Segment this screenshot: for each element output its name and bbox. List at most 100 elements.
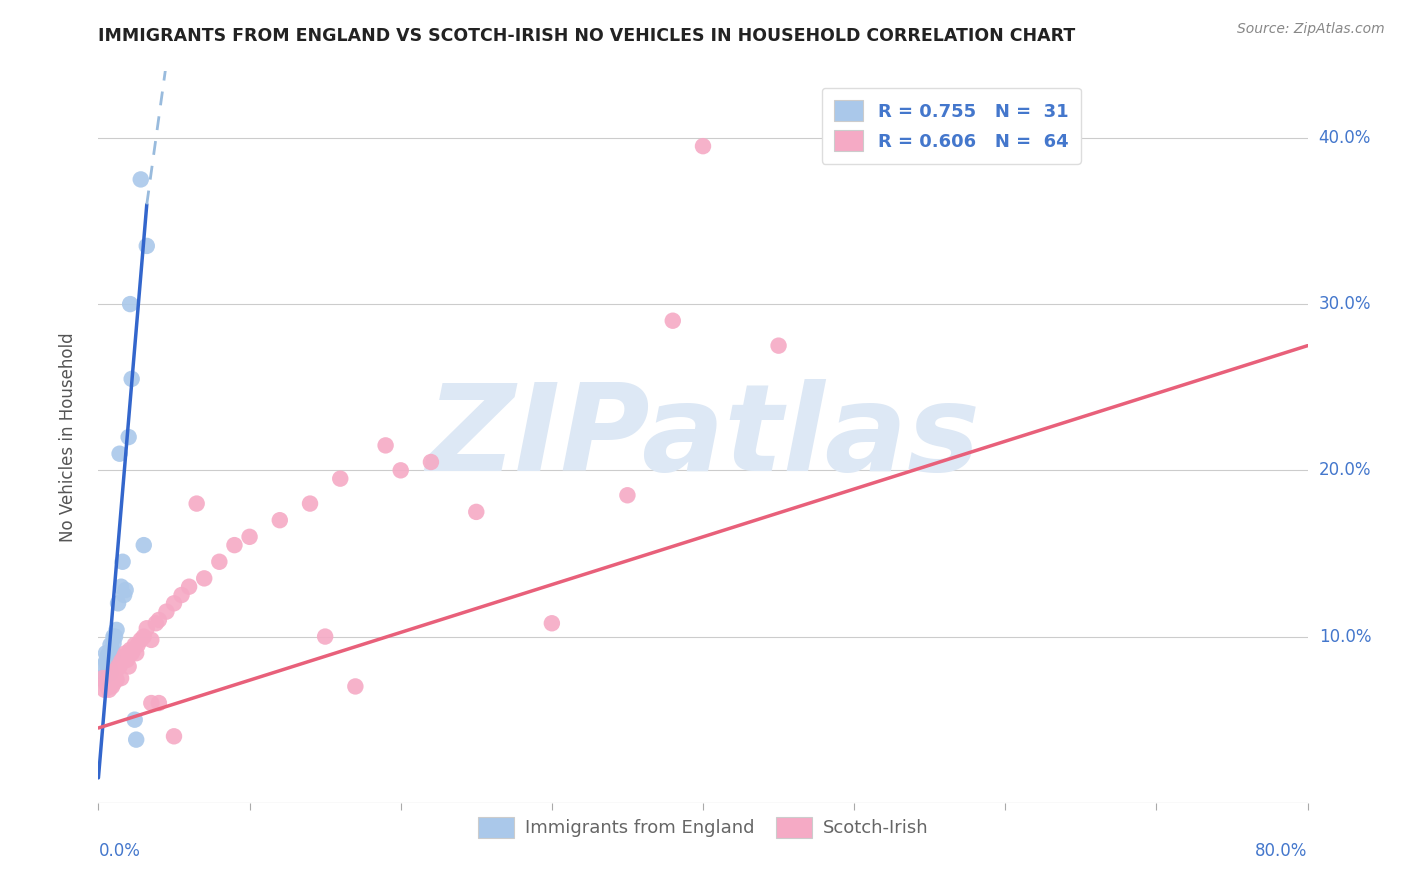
Point (115, 653, 138, 667)
Point (110, 580, 132, 594)
Point (94, 646, 117, 660)
Point (114, 646, 136, 660)
Point (121, 646, 143, 660)
Point (299, 497, 322, 511)
Point (100, 669, 122, 683)
Point (540, 616, 562, 631)
Point (132, 538, 155, 552)
Point (122, 643, 145, 657)
Point (98, 682, 121, 697)
Point (110, 671, 132, 685)
Y-axis label: No Vehicles in Household: No Vehicles in Household (59, 332, 77, 542)
Point (124, 713, 146, 727)
Point (125, 646, 148, 660)
Point (135, 239, 157, 253)
Point (141, 696, 163, 710)
Point (111, 555, 134, 569)
Point (101, 649, 124, 664)
Point (616, 488, 638, 502)
Point (101, 669, 124, 683)
Point (94, 676, 117, 690)
Text: 0.0%: 0.0% (98, 842, 141, 860)
Text: 20.0%: 20.0% (1319, 461, 1371, 479)
Point (103, 636, 125, 650)
Point (120, 643, 142, 657)
Point (121, 372, 143, 386)
Point (107, 596, 129, 610)
Point (661, 314, 683, 328)
Point (124, 638, 146, 652)
Point (91, 659, 114, 673)
Text: 40.0%: 40.0% (1319, 128, 1371, 147)
Point (193, 571, 215, 585)
Point (148, 613, 170, 627)
Text: Source: ZipAtlas.com: Source: ZipAtlas.com (1237, 22, 1385, 37)
Point (111, 653, 134, 667)
Point (107, 659, 129, 673)
Point (103, 666, 125, 681)
Point (96, 680, 118, 694)
Point (112, 588, 135, 602)
Point (108, 659, 131, 673)
Point (105, 623, 128, 637)
Point (132, 630, 155, 644)
Point (186, 497, 208, 511)
Text: ZIPatlas: ZIPatlas (426, 378, 980, 496)
Text: IMMIGRANTS FROM ENGLAND VS SCOTCH-IRISH NO VEHICLES IN HOUSEHOLD CORRELATION CHA: IMMIGRANTS FROM ENGLAND VS SCOTCH-IRISH … (98, 27, 1076, 45)
Point (100, 666, 122, 681)
Point (112, 649, 135, 664)
Point (98, 646, 121, 660)
Point (110, 655, 132, 669)
Point (145, 616, 167, 631)
Point (163, 729, 186, 743)
Text: 30.0%: 30.0% (1319, 295, 1371, 313)
Point (127, 638, 149, 652)
Point (100, 638, 122, 652)
Point (105, 673, 128, 687)
Point (103, 676, 125, 690)
Point (104, 666, 127, 681)
Point (118, 430, 141, 444)
Point (179, 580, 201, 594)
Point (389, 463, 412, 477)
Point (98, 671, 121, 685)
Point (120, 297, 142, 311)
Point (155, 605, 177, 619)
Point (100, 676, 122, 690)
Point (114, 582, 136, 597)
Point (465, 505, 488, 519)
Point (96, 659, 118, 673)
Point (314, 630, 336, 644)
Point (93, 669, 115, 683)
Point (420, 455, 443, 469)
Point (104, 673, 127, 687)
Point (108, 447, 131, 461)
Point (93, 682, 115, 697)
Point (105, 663, 128, 677)
Point (118, 659, 141, 673)
Point (374, 438, 396, 452)
Point (692, 139, 714, 153)
Point (141, 632, 163, 647)
Point (101, 643, 124, 657)
Point (768, 338, 790, 352)
Point (163, 596, 186, 610)
Point (170, 588, 193, 602)
Point (129, 632, 152, 647)
Point (96, 649, 118, 664)
Point (148, 696, 170, 710)
Point (329, 472, 352, 486)
Point (344, 680, 367, 694)
Legend: Immigrants from England, Scotch-Irish: Immigrants from England, Scotch-Irish (471, 810, 935, 845)
Point (94, 655, 117, 669)
Point (98, 659, 121, 673)
Point (135, 621, 157, 635)
Point (118, 646, 141, 660)
Text: 80.0%: 80.0% (1256, 842, 1308, 860)
Text: 10.0%: 10.0% (1319, 628, 1371, 646)
Point (101, 680, 124, 694)
Point (239, 530, 262, 544)
Point (91, 671, 114, 685)
Point (129, 172, 152, 186)
Point (104, 630, 127, 644)
